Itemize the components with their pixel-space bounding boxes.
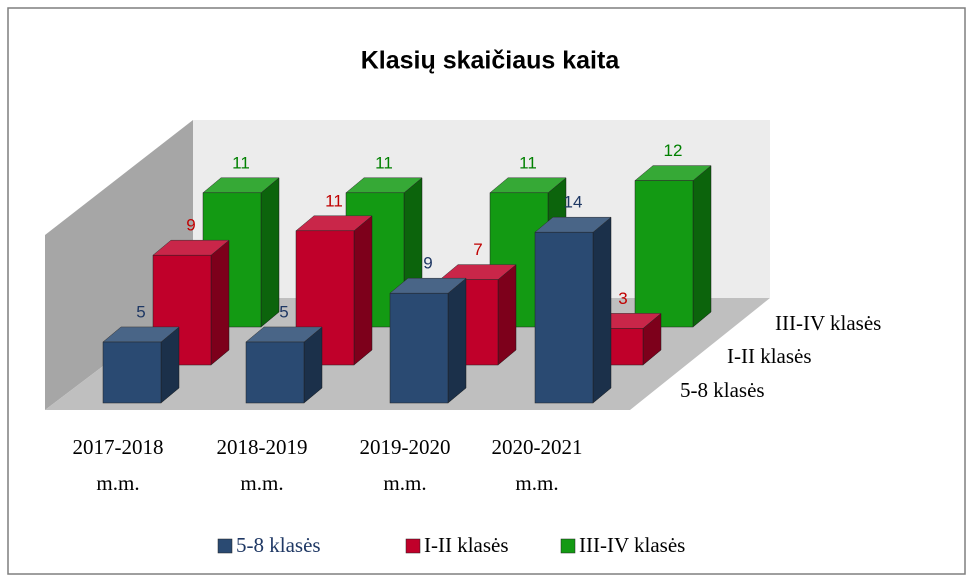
x-tick-label: 2017-2018 m.m.	[72, 435, 164, 495]
bar	[389, 292, 449, 404]
bar-top-shade	[103, 327, 179, 342]
legend-swatch	[405, 538, 421, 554]
legend-swatch	[560, 538, 576, 554]
legend-label: 5-8 klasės	[236, 533, 321, 557]
bar-top-shade	[635, 165, 711, 181]
value-label: 5	[136, 302, 145, 321]
depth-label: I-II klasės	[727, 344, 812, 368]
bar-top-shade	[535, 217, 611, 233]
bar-side-shade	[498, 264, 516, 365]
bar-side-shade	[593, 217, 611, 403]
depth-label: 5-8 klasės	[680, 378, 765, 402]
value-label: 12	[664, 141, 683, 160]
bar-side-shade	[304, 327, 322, 403]
bar-side-shade	[161, 327, 179, 403]
side-wall	[45, 120, 193, 410]
bar-top-shade	[246, 327, 322, 342]
value-label: 9	[423, 254, 432, 273]
x-tick-label: 2018-2019 m.m.	[216, 435, 308, 495]
value-label: 11	[519, 153, 537, 172]
bar-top-shade	[346, 177, 422, 193]
bar-side-shade	[693, 165, 711, 327]
value-label: 3	[618, 289, 627, 308]
value-label: 9	[186, 216, 195, 235]
depth-label: III-IV klasės	[775, 311, 881, 335]
value-label: 5	[279, 302, 288, 321]
bar-top-shade	[490, 177, 566, 193]
bar-top-shade	[440, 264, 516, 280]
legend-label: I-II klasės	[424, 533, 509, 557]
bar	[102, 341, 162, 404]
bar-side-shade	[354, 215, 372, 365]
bar-top-shade	[390, 278, 466, 294]
legend-label: III-IV klasės	[579, 533, 685, 557]
x-tick-label: 2020-2021 m.m.	[491, 435, 583, 495]
bar-top-shade	[203, 177, 279, 193]
bar-side-shade	[261, 177, 279, 327]
bar-side-shade	[643, 313, 661, 365]
value-label: 11	[232, 153, 250, 172]
value-label: 14	[564, 193, 583, 212]
value-label: 11	[375, 153, 393, 172]
bar	[534, 231, 594, 404]
chart-title: Klasių skaičiaus kaita	[361, 47, 621, 75]
x-tick-label: 2019-2020 m.m.	[359, 435, 451, 495]
bar-side-shade	[211, 240, 229, 365]
bar-top-shade	[153, 240, 229, 256]
value-label: 11	[325, 191, 343, 210]
bar	[634, 180, 694, 328]
bar-side-shade	[448, 278, 466, 403]
value-label: 7	[473, 240, 482, 259]
bar-top-shade	[296, 215, 372, 231]
bar	[245, 341, 305, 404]
legend-swatch	[217, 538, 233, 554]
